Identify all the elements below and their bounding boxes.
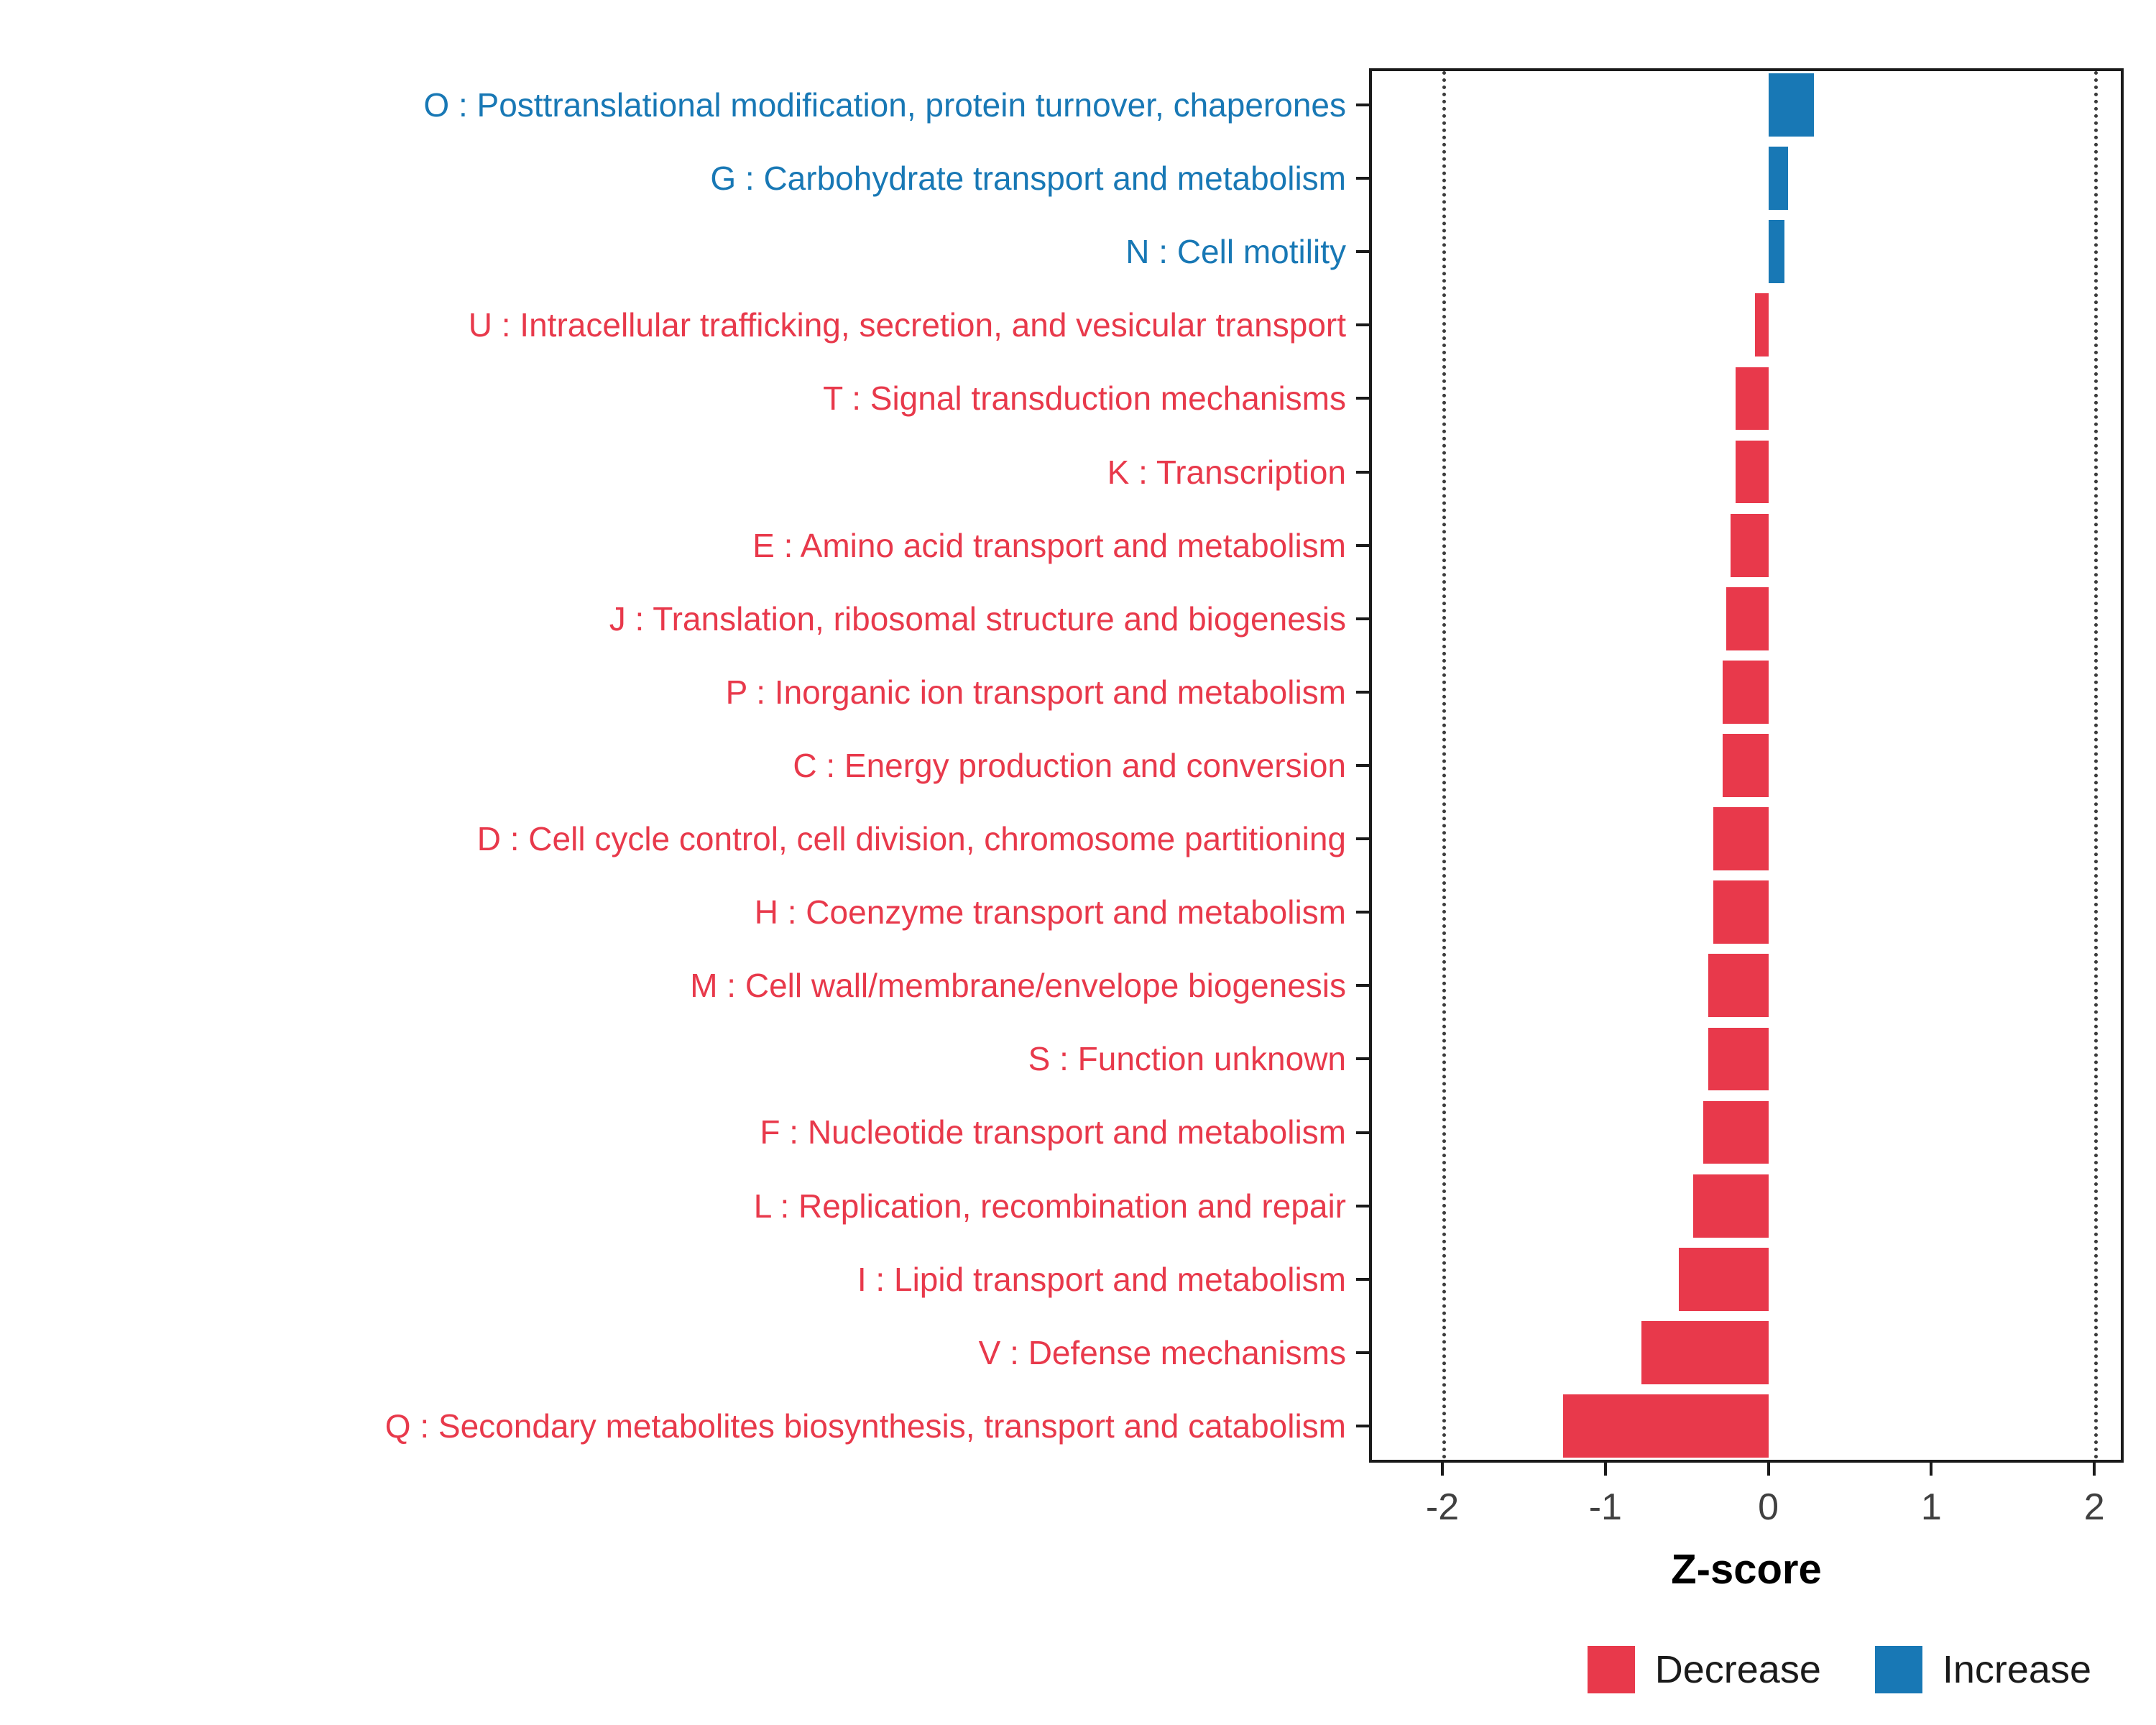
legend-swatch-decrease [1587, 1646, 1635, 1693]
category-label-L: L : Replication, recombination and repai… [753, 1187, 1346, 1225]
legend-swatch-increase [1874, 1646, 1922, 1693]
category-label-K: K : Transcription [1107, 453, 1346, 491]
bar-Q [1562, 1394, 1769, 1458]
x-tick-label-0: 0 [1758, 1486, 1779, 1528]
category-label-G: G : Carbohydrate transport and metabolis… [710, 160, 1346, 198]
legend-label-decrease: Decrease [1654, 1648, 1821, 1691]
bar-O [1768, 73, 1815, 137]
x-tick-0 [1766, 1463, 1770, 1476]
bar-V [1641, 1320, 1769, 1384]
bar-S [1708, 1027, 1769, 1091]
y-tick-I [1356, 1277, 1369, 1281]
y-tick-S [1356, 1057, 1369, 1061]
legend-label-increase: Increase [1942, 1648, 2091, 1691]
bar-E [1731, 513, 1769, 577]
bar-N [1768, 220, 1785, 284]
threshold-line-2 [2094, 71, 2099, 1460]
bar-K [1736, 440, 1769, 504]
y-tick-U [1356, 323, 1369, 327]
bar-D [1713, 807, 1769, 870]
x-tick-label-2: 2 [2083, 1486, 2105, 1528]
bar-U [1755, 293, 1769, 357]
y-tick-V [1356, 1351, 1369, 1354]
x-axis-title: Z-score [1671, 1546, 1822, 1593]
y-tick-C [1356, 764, 1369, 767]
y-tick-J [1356, 617, 1369, 620]
category-label-O: O : Posttranslational modification, prot… [423, 86, 1346, 124]
legend-item-decrease: Decrease [1587, 1646, 1821, 1693]
bar-G [1768, 147, 1788, 211]
legend: Decrease Increase [1587, 1646, 2091, 1693]
category-label-I: I : Lipid transport and metabolism [857, 1260, 1346, 1298]
category-label-H: H : Coenzyme transport and metabolism [754, 893, 1346, 932]
bar-H [1713, 880, 1769, 944]
y-tick-P [1356, 690, 1369, 694]
bar-I [1678, 1247, 1769, 1311]
bar-M [1708, 954, 1769, 1018]
category-label-S: S : Function unknown [1028, 1040, 1346, 1078]
y-tick-N [1356, 250, 1369, 254]
category-label-T: T : Signal transduction mechanisms [823, 380, 1346, 418]
x-tick-2 [2093, 1463, 2096, 1476]
y-tick-E [1356, 543, 1369, 547]
y-tick-F [1356, 1131, 1369, 1134]
y-tick-K [1356, 470, 1369, 474]
plot-panel [1369, 68, 2124, 1463]
category-label-V: V : Defense mechanisms [978, 1333, 1346, 1371]
category-label-Q: Q : Secondary metabolites biosynthesis, … [384, 1407, 1346, 1445]
x-tick-label--2: -2 [1425, 1486, 1460, 1528]
category-label-J: J : Translation, ribosomal structure and… [609, 599, 1346, 638]
x-tick-1 [1930, 1463, 1933, 1476]
x-tick--1 [1603, 1463, 1607, 1476]
category-label-P: P : Inorganic ion transport and metaboli… [725, 673, 1346, 711]
y-tick-T [1356, 397, 1369, 400]
y-tick-Q [1356, 1424, 1369, 1427]
bar-C [1723, 734, 1769, 797]
category-label-F: F : Nucleotide transport and metabolism [760, 1113, 1346, 1151]
bar-F [1703, 1100, 1769, 1164]
category-label-D: D : Cell cycle control, cell division, c… [476, 820, 1346, 858]
y-tick-M [1356, 984, 1369, 988]
category-label-N: N : Cell motility [1125, 233, 1346, 271]
y-tick-D [1356, 837, 1369, 841]
category-label-U: U : Intracellular trafficking, secretion… [468, 306, 1346, 344]
bar-J [1726, 586, 1769, 650]
bar-P [1723, 660, 1769, 724]
y-tick-G [1356, 177, 1369, 180]
bar-T [1736, 367, 1769, 431]
x-tick-label--1: -1 [1588, 1486, 1622, 1528]
legend-item-increase: Increase [1874, 1646, 2091, 1693]
category-label-E: E : Amino acid transport and metabolism [752, 526, 1346, 564]
category-label-C: C : Energy production and conversion [793, 746, 1346, 784]
category-label-M: M : Cell wall/membrane/envelope biogenes… [690, 967, 1346, 1005]
y-tick-H [1356, 911, 1369, 914]
threshold-line--2 [1442, 71, 1447, 1460]
x-tick--2 [1441, 1463, 1445, 1476]
y-tick-O [1356, 104, 1369, 107]
bar-L [1693, 1174, 1769, 1238]
x-tick-label-1: 1 [1920, 1486, 1942, 1528]
y-tick-L [1356, 1204, 1369, 1208]
